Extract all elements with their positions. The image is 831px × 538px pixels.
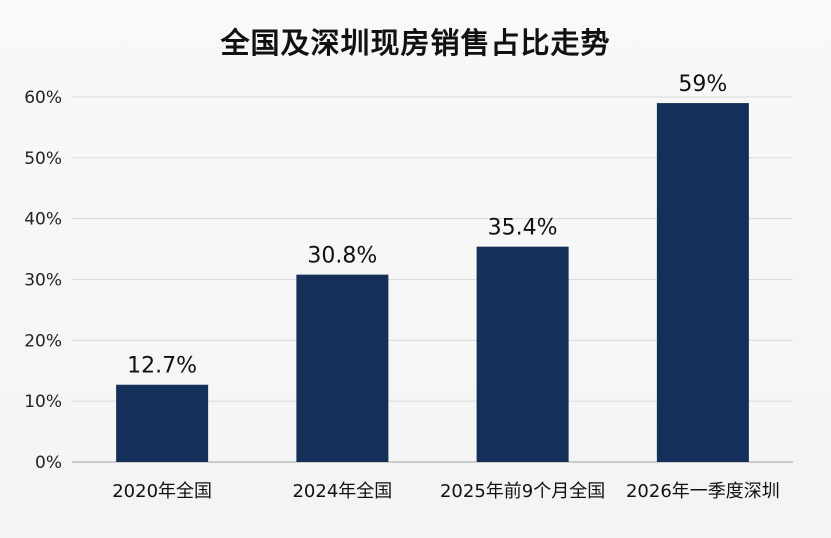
- y-tick-label: 50%: [24, 149, 62, 169]
- y-tick-label: 60%: [24, 88, 62, 108]
- y-tick-label: 20%: [24, 331, 62, 351]
- bar: [116, 384, 209, 462]
- y-tick-label: 40%: [24, 210, 62, 230]
- x-category-label: 2024年全国: [292, 481, 392, 502]
- bar: [476, 246, 569, 462]
- data-label: 59%: [678, 72, 727, 97]
- x-category-label: 2020年全国: [112, 481, 212, 502]
- bar: [296, 274, 389, 462]
- y-tick-label: 10%: [24, 392, 62, 412]
- bar: [656, 103, 749, 462]
- data-label: 12.7%: [127, 354, 197, 379]
- x-category-label: 2025年前9个月全国: [440, 481, 605, 502]
- data-label: 35.4%: [488, 216, 558, 241]
- chart-title: 全国及深圳现房销售占比走势: [220, 26, 611, 60]
- y-tick-label: 0%: [35, 453, 62, 473]
- data-label: 30.8%: [307, 244, 377, 269]
- x-category-label: 2026年一季度深圳: [626, 481, 780, 502]
- y-tick-label: 30%: [24, 271, 62, 291]
